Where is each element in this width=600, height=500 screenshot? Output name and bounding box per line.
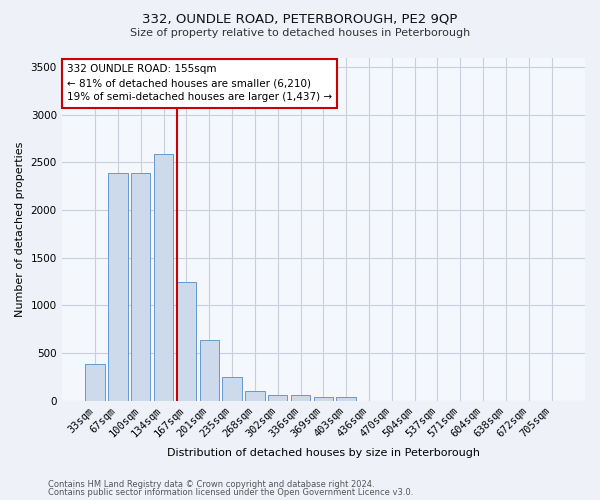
Bar bbox=[223, 378, 242, 400]
Text: Contains public sector information licensed under the Open Government Licence v3: Contains public sector information licen… bbox=[48, 488, 413, 497]
Bar bbox=[268, 394, 287, 400]
Y-axis label: Number of detached properties: Number of detached properties bbox=[15, 142, 25, 317]
Text: 332 OUNDLE ROAD: 155sqm
← 81% of detached houses are smaller (6,210)
19% of semi: 332 OUNDLE ROAD: 155sqm ← 81% of detache… bbox=[67, 64, 332, 102]
Text: Contains HM Land Registry data © Crown copyright and database right 2024.: Contains HM Land Registry data © Crown c… bbox=[48, 480, 374, 489]
Bar bbox=[177, 282, 196, 401]
Text: Size of property relative to detached houses in Peterborough: Size of property relative to detached ho… bbox=[130, 28, 470, 38]
Bar bbox=[337, 397, 356, 400]
Bar bbox=[314, 397, 333, 400]
Bar bbox=[154, 154, 173, 400]
Text: 332, OUNDLE ROAD, PETERBOROUGH, PE2 9QP: 332, OUNDLE ROAD, PETERBOROUGH, PE2 9QP bbox=[142, 12, 458, 26]
Bar bbox=[291, 396, 310, 400]
Bar bbox=[245, 391, 265, 400]
X-axis label: Distribution of detached houses by size in Peterborough: Distribution of detached houses by size … bbox=[167, 448, 480, 458]
Bar bbox=[85, 364, 105, 401]
Bar bbox=[108, 173, 128, 400]
Bar bbox=[200, 340, 219, 400]
Bar bbox=[131, 173, 151, 400]
